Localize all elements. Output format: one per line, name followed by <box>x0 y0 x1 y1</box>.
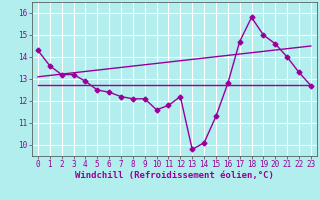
X-axis label: Windchill (Refroidissement éolien,°C): Windchill (Refroidissement éolien,°C) <box>75 171 274 180</box>
